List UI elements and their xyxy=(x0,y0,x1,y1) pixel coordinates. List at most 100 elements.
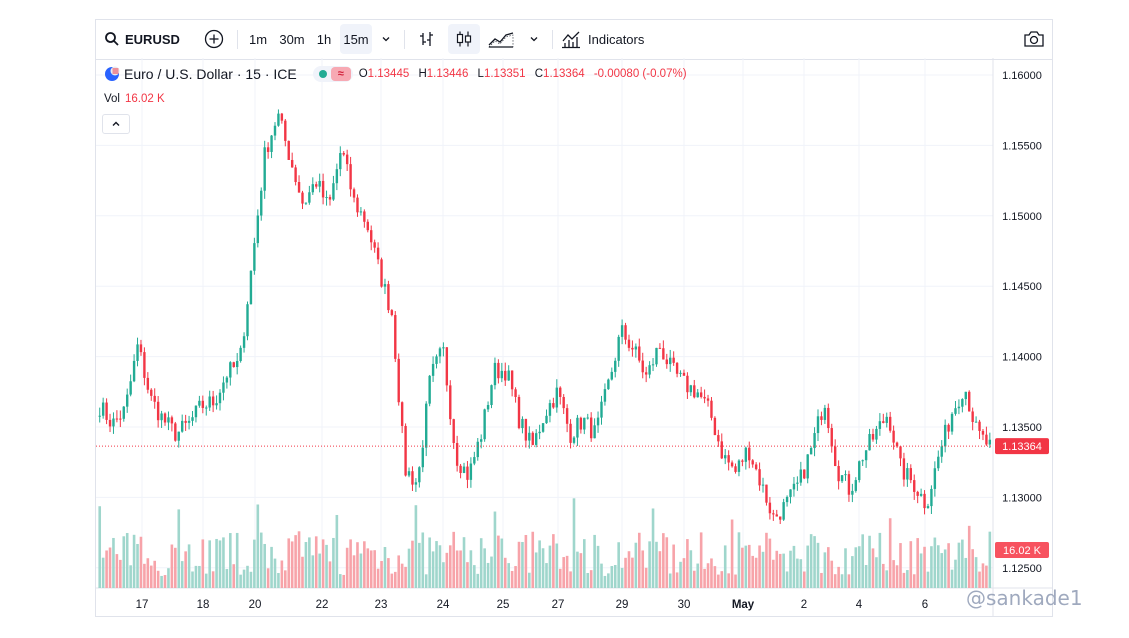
volume-bar xyxy=(280,560,284,588)
collapse-legend-button[interactable] xyxy=(102,114,130,134)
time-tick-label: 22 xyxy=(316,599,329,611)
candle-body xyxy=(445,347,449,386)
volume-bar xyxy=(545,563,548,588)
volume-bar xyxy=(335,514,339,588)
candle-body xyxy=(510,370,514,390)
volume-bar xyxy=(744,545,748,588)
volume-bar xyxy=(332,537,335,588)
volume-bar xyxy=(555,543,559,588)
bar-style-button[interactable] xyxy=(414,24,440,54)
candle-body xyxy=(249,270,253,305)
candle-body xyxy=(156,401,160,421)
volume-bar xyxy=(871,548,875,588)
candle-body xyxy=(187,420,191,423)
candle-body xyxy=(906,468,909,480)
time-tick-label: 24 xyxy=(437,599,450,611)
volume-bar xyxy=(369,550,373,588)
candle-body xyxy=(672,357,675,363)
chart-style-dropdown-button[interactable] xyxy=(524,24,544,54)
volume-bar xyxy=(727,573,730,588)
volume-bar xyxy=(174,547,177,588)
volume-bar xyxy=(263,543,266,588)
candle-body xyxy=(895,442,899,447)
time-tick-label: 25 xyxy=(497,599,510,611)
volume-bar xyxy=(448,545,452,588)
candle-body xyxy=(882,421,885,423)
candle-body xyxy=(662,348,665,360)
candle-body xyxy=(335,169,339,184)
interval-dropdown-button[interactable] xyxy=(376,24,396,54)
volume-bar xyxy=(376,568,380,588)
interval-30m-button[interactable]: 30m xyxy=(279,31,305,47)
top-toolbar: EURUSD 1m 30m 1h 15m xyxy=(96,20,1052,60)
price-chart[interactable]: 1.16000 1.15500 1.15000 1.14500 1.14000 1.135… xyxy=(96,20,1052,616)
interval-1m-button[interactable]: 1m xyxy=(248,31,268,47)
market-status-pill[interactable]: ≈ xyxy=(312,66,353,82)
candle-body xyxy=(675,362,679,374)
volume-bar xyxy=(775,550,779,588)
candle-body xyxy=(772,513,775,515)
volume-bar xyxy=(115,554,119,588)
candle-body xyxy=(352,189,356,198)
candle-body xyxy=(555,387,559,408)
candle-body xyxy=(720,441,723,459)
volume-bar xyxy=(930,546,933,588)
candle-body xyxy=(816,416,820,434)
candle-body xyxy=(167,417,170,423)
volume-bar xyxy=(961,539,964,588)
candle-body xyxy=(988,439,992,445)
area-style-button[interactable] xyxy=(486,24,516,54)
candle-body xyxy=(706,398,710,401)
snapshot-button[interactable] xyxy=(1020,24,1048,54)
volume-legend: Vol 16.02 K xyxy=(104,93,165,105)
volume-bar xyxy=(136,543,139,588)
volume-bar xyxy=(259,532,263,588)
indicators-button[interactable]: Indicators xyxy=(561,24,661,54)
candle-body xyxy=(184,420,187,423)
volume-bar xyxy=(868,535,871,588)
interval-15m-button[interactable]: 15m xyxy=(340,24,372,54)
high-value: 1.13446 xyxy=(426,68,469,80)
low-value: 1.13351 xyxy=(483,68,526,80)
candle-body xyxy=(620,325,624,337)
volume-bar xyxy=(936,545,940,588)
volume-bar xyxy=(462,537,466,588)
candle-body xyxy=(775,514,778,517)
volume-bar xyxy=(277,573,280,588)
interval-1h-button[interactable]: 1h xyxy=(316,31,332,47)
candle-body xyxy=(607,379,610,390)
candle-body xyxy=(840,475,844,482)
candle-body xyxy=(194,405,198,418)
candle-body xyxy=(981,430,985,435)
volume-bar xyxy=(431,551,435,588)
volume-bar xyxy=(510,570,514,588)
candle-body xyxy=(954,408,957,414)
candle-body xyxy=(397,358,400,403)
candle-body xyxy=(260,190,263,216)
volume-bar xyxy=(215,538,218,588)
search-icon xyxy=(105,32,119,46)
candle-body xyxy=(153,395,156,402)
series-title[interactable]: Euro / U.S. Dollar · 15 · ICE xyxy=(124,66,297,82)
volume-bar xyxy=(978,571,981,588)
candle-body xyxy=(693,385,696,398)
volume-bar xyxy=(600,563,603,588)
compare-symbol-button[interactable] xyxy=(200,24,228,54)
candle-body xyxy=(528,432,531,441)
volume-value: 16.02 K xyxy=(125,93,165,105)
volume-bar xyxy=(404,566,407,588)
volume-bar xyxy=(411,540,414,588)
candle-body xyxy=(638,346,641,361)
candle-body xyxy=(919,493,923,496)
volume-bar xyxy=(579,553,583,588)
candle-body xyxy=(572,437,576,443)
indicators-label: Indicators xyxy=(588,31,645,47)
volume-bar xyxy=(593,534,596,588)
candle-style-button[interactable] xyxy=(448,24,480,54)
symbol-search-button[interactable]: EURUSD xyxy=(104,24,184,54)
candle-body xyxy=(349,164,352,190)
candle-body xyxy=(218,392,222,404)
candle-body xyxy=(603,389,607,402)
candle-body xyxy=(583,417,586,430)
volume-bar xyxy=(950,569,954,588)
